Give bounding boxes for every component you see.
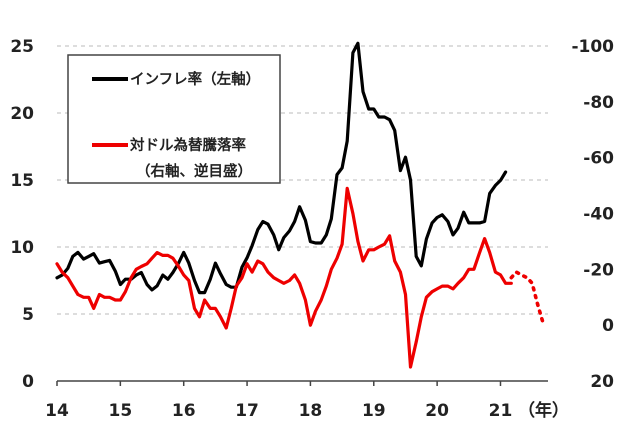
right-tick-label: -20 <box>583 260 614 280</box>
x-unit-label: （年） <box>518 400 569 421</box>
left-tick-label: 5 <box>22 305 34 325</box>
x-tick-label: 16 <box>172 401 196 421</box>
right-tick-label: -60 <box>583 149 614 169</box>
x-axis: 14 15 16 17 18 19 20 21 （年） <box>45 381 569 421</box>
legend: インフレ率（左軸） 対ドル為替騰落率 （右軸、逆目盛） <box>67 54 281 184</box>
x-tick-label: 18 <box>299 401 323 421</box>
left-tick-label: 0 <box>22 372 34 392</box>
legend-label-inflation: インフレ率（左軸） <box>130 70 260 88</box>
left-tick-label: 10 <box>10 238 34 258</box>
left-axis: 0 5 10 15 20 25 <box>10 37 34 392</box>
right-tick-label: 0 <box>602 316 614 336</box>
fx-line <box>55 186 513 369</box>
x-tick-label: 21 <box>489 401 513 421</box>
left-tick-label: 15 <box>10 171 34 191</box>
x-tick-label: 20 <box>425 401 449 421</box>
x-tick-label: 15 <box>109 401 133 421</box>
legend-box <box>67 54 281 184</box>
x-tick-label: 17 <box>235 401 259 421</box>
left-tick-label: 20 <box>10 104 34 124</box>
fx-forecast-line <box>509 270 545 325</box>
x-tick-label: 19 <box>362 401 386 421</box>
right-tick-label: -40 <box>583 205 614 225</box>
legend-label-fx: 対ドル為替騰落率 <box>129 136 246 154</box>
right-tick-label: -100 <box>571 37 614 57</box>
left-tick-label: 25 <box>10 37 34 57</box>
right-tick-label: 20 <box>590 372 614 392</box>
right-axis: -100 -80 -60 -40 -20 0 20 <box>571 37 614 392</box>
legend-sublabel-fx: （右軸、逆目盛） <box>136 162 252 180</box>
series-layer <box>55 41 545 369</box>
x-tick-label: 14 <box>45 401 69 421</box>
right-tick-label: -80 <box>583 93 614 113</box>
